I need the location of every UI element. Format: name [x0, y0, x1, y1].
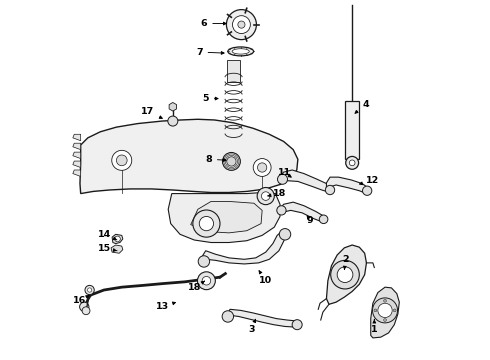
Text: 14: 14	[98, 230, 117, 240]
Circle shape	[331, 260, 359, 289]
Circle shape	[227, 157, 236, 166]
Circle shape	[277, 174, 288, 184]
Bar	[227, 60, 240, 82]
Circle shape	[115, 236, 121, 242]
Polygon shape	[80, 119, 298, 194]
Polygon shape	[112, 234, 123, 244]
Circle shape	[88, 288, 92, 292]
Circle shape	[325, 185, 335, 195]
Text: 6: 6	[200, 19, 226, 28]
Text: 11: 11	[278, 168, 292, 177]
Text: 8: 8	[205, 155, 226, 164]
Polygon shape	[280, 202, 324, 222]
Circle shape	[202, 276, 211, 285]
Text: 18: 18	[268, 189, 287, 198]
Circle shape	[292, 320, 302, 330]
Circle shape	[112, 150, 132, 170]
Circle shape	[238, 21, 245, 28]
Text: 15: 15	[98, 244, 117, 253]
Circle shape	[372, 298, 397, 323]
Circle shape	[222, 311, 234, 322]
Circle shape	[197, 272, 215, 290]
Circle shape	[79, 302, 89, 311]
Text: 1: 1	[371, 319, 378, 334]
Circle shape	[262, 192, 270, 201]
Circle shape	[193, 210, 220, 237]
Circle shape	[378, 303, 392, 318]
Polygon shape	[73, 152, 81, 158]
Text: 10: 10	[259, 271, 272, 285]
Polygon shape	[73, 170, 81, 176]
Polygon shape	[326, 245, 367, 304]
Circle shape	[279, 229, 291, 240]
Circle shape	[168, 116, 178, 126]
Circle shape	[363, 186, 372, 195]
Text: 5: 5	[202, 94, 218, 103]
Text: 4: 4	[355, 100, 369, 113]
Text: 16: 16	[74, 295, 89, 305]
Circle shape	[82, 307, 90, 315]
Polygon shape	[168, 193, 280, 243]
Text: 12: 12	[360, 176, 380, 185]
Circle shape	[337, 267, 353, 283]
Circle shape	[277, 206, 286, 215]
Polygon shape	[326, 177, 368, 194]
Circle shape	[85, 285, 94, 295]
Circle shape	[319, 215, 328, 224]
Bar	[345, 102, 359, 158]
Ellipse shape	[232, 49, 249, 54]
Circle shape	[393, 309, 396, 312]
Polygon shape	[371, 287, 399, 338]
Text: 3: 3	[248, 319, 256, 334]
Text: 17: 17	[141, 107, 162, 118]
Polygon shape	[73, 134, 81, 141]
Circle shape	[384, 319, 387, 321]
Circle shape	[198, 256, 210, 267]
Circle shape	[222, 153, 241, 170]
Circle shape	[117, 155, 127, 166]
Polygon shape	[225, 309, 298, 327]
Circle shape	[346, 157, 359, 169]
Polygon shape	[73, 143, 81, 150]
Text: 13: 13	[155, 302, 175, 311]
Circle shape	[257, 188, 274, 204]
Circle shape	[253, 158, 271, 176]
Circle shape	[349, 160, 355, 166]
Circle shape	[226, 10, 256, 40]
Polygon shape	[280, 170, 331, 193]
Ellipse shape	[228, 47, 253, 56]
Polygon shape	[111, 245, 123, 253]
Polygon shape	[169, 103, 176, 111]
Circle shape	[384, 299, 387, 302]
Text: 7: 7	[196, 48, 224, 57]
Polygon shape	[73, 161, 81, 167]
Circle shape	[258, 163, 267, 172]
Polygon shape	[200, 230, 287, 266]
Circle shape	[199, 216, 214, 231]
Circle shape	[232, 16, 250, 33]
Text: 18: 18	[188, 281, 204, 292]
Polygon shape	[191, 202, 262, 233]
Text: 9: 9	[307, 216, 313, 225]
Circle shape	[374, 309, 377, 312]
Text: 2: 2	[343, 255, 349, 269]
